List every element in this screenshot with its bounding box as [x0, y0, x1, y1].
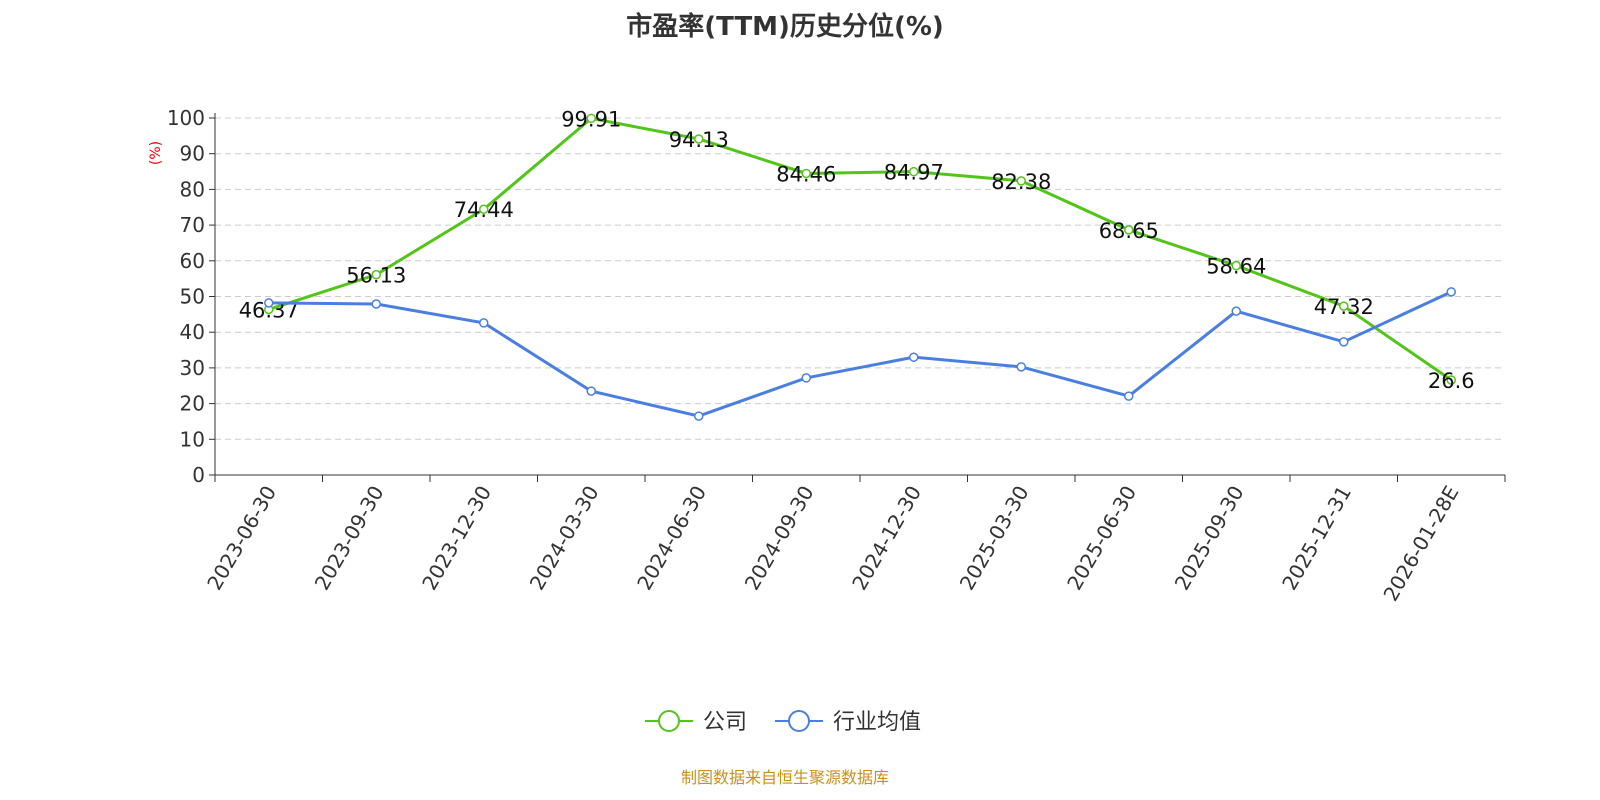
data-point [371, 269, 381, 280]
x-tick-label: 2024-09-30 [740, 482, 819, 595]
data-point [586, 386, 596, 396]
y-tick-label: 20 [180, 392, 205, 416]
data-label: 84.97 [884, 161, 944, 185]
legend-label: 行业均值 [833, 710, 921, 735]
x-tick-label: 2025-09-30 [1170, 482, 1249, 595]
data-point [264, 298, 274, 308]
data-label: 68.65 [1099, 219, 1159, 243]
x-tick-label: 2025-12-31 [1277, 482, 1356, 595]
source-note: 制图数据来自恒生聚源数据库 [680, 768, 889, 787]
data-label: 99.91 [561, 107, 621, 131]
data-point [1339, 301, 1349, 311]
x-tick-label: 2026-01-28E [1378, 482, 1463, 606]
data-label: 74.44 [454, 198, 514, 222]
data-label: 56.13 [346, 264, 406, 288]
y-tick-label: 50 [180, 285, 205, 309]
x-tick-label: 2024-12-30 [847, 482, 926, 595]
y-tick-label: 100 [167, 106, 205, 130]
series-line-0 [268, 116, 1453, 382]
data-point [1124, 225, 1134, 235]
x-tick-label: 2023-12-30 [417, 482, 496, 595]
data-point [1446, 375, 1456, 385]
data-point [1231, 306, 1241, 316]
data-point [909, 166, 919, 177]
legend-label: 公司 [703, 710, 747, 735]
data-point [1446, 287, 1456, 297]
data-label: 94.13 [669, 128, 729, 152]
legend-marker [658, 710, 680, 732]
legend-marker [788, 710, 810, 732]
series-line-1 [268, 290, 1452, 418]
y-axis-label: (%) [148, 141, 164, 165]
chart-title: 市盈率(TTM)历史分位(%) [626, 12, 944, 42]
data-label: 47.32 [1314, 295, 1374, 319]
y-tick-label: 80 [180, 177, 205, 201]
data-point [1016, 176, 1026, 186]
y-tick-label: 0 [192, 463, 205, 487]
data-point [694, 134, 704, 144]
y-tick-label: 60 [180, 249, 205, 273]
data-point [694, 411, 704, 421]
data-point [1016, 362, 1026, 372]
x-tick-label: 2023-09-30 [310, 482, 389, 595]
y-tick-label: 10 [180, 427, 205, 451]
data-point [479, 318, 489, 328]
data-label: 58.64 [1206, 255, 1266, 279]
y-tick-label: 90 [180, 142, 205, 166]
data-point [371, 299, 381, 309]
data-point [909, 352, 919, 362]
data-point [1124, 391, 1134, 401]
data-label: 84.46 [776, 162, 836, 186]
data-label: 26.6 [1428, 369, 1475, 393]
data-point [801, 373, 811, 383]
data-point [801, 168, 811, 179]
x-tick-label: 2024-03-30 [525, 482, 604, 595]
data-point [586, 113, 596, 124]
data-point [1339, 337, 1349, 347]
x-tick-label: 2025-03-30 [955, 482, 1034, 595]
data-label: 82.38 [991, 170, 1051, 194]
data-point [479, 204, 489, 214]
x-tick-label: 2025-06-30 [1062, 482, 1141, 595]
y-tick-label: 40 [180, 320, 205, 344]
x-tick-label: 2023-06-30 [202, 482, 281, 595]
data-point [1231, 260, 1241, 271]
x-tick-label: 2024-06-30 [632, 482, 711, 595]
y-tick-label: 70 [180, 213, 205, 237]
y-tick-label: 30 [180, 356, 205, 380]
